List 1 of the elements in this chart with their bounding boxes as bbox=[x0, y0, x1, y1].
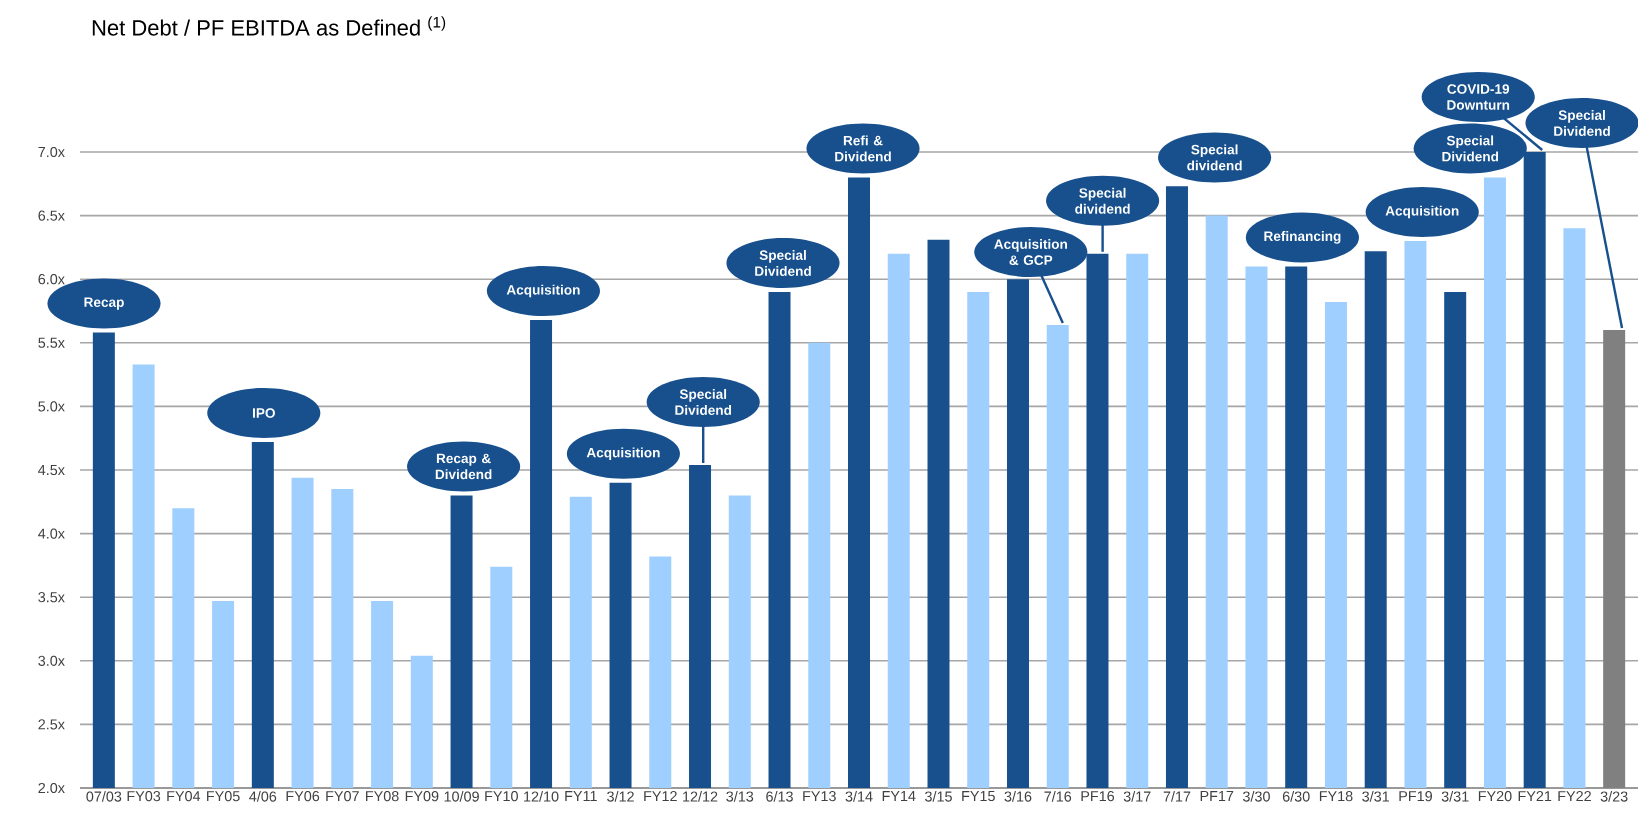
chart-title: Net Debt / PF EBITDA as Defined $^{(1)}$ bbox=[92, 16, 446, 36]
